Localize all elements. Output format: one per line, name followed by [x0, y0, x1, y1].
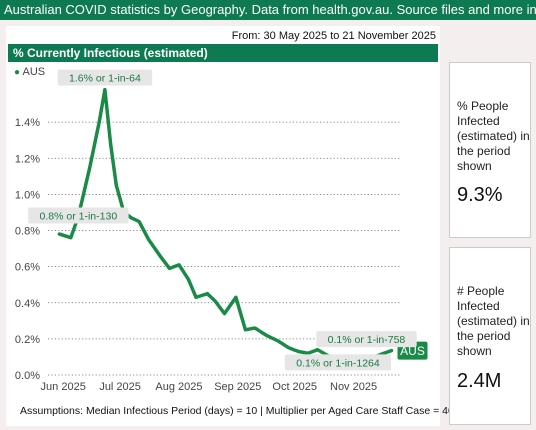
- y-tick-label: 1.0%: [15, 189, 40, 201]
- annotation-label: 0.8% or 1-in-130: [40, 211, 118, 223]
- annotation-label: 0.1% or 1-in-758: [328, 334, 406, 346]
- banner-text: Australian COVID statistics by Geography…: [4, 2, 536, 17]
- annotation-bg: [284, 354, 392, 371]
- y-tick-label: 0.6%: [15, 262, 40, 274]
- annotation-label: 1.6% or 1-in-64: [69, 73, 141, 85]
- chart-panel: From: 30 May 2025 to 21 November 2025 % …: [6, 26, 467, 426]
- x-tick-label: Nov 2025: [330, 381, 377, 393]
- card-label: # People Infected (estimated) in the per…: [457, 284, 530, 358]
- annotation-label: 0.1% or 1-in-1264: [296, 357, 380, 369]
- card-value: 2.4M: [457, 370, 502, 392]
- y-tick-label: 0.0%: [15, 370, 40, 382]
- legend-label: AUS: [22, 66, 46, 78]
- percent-infected-card: % People Infected (estimated) in the per…: [449, 62, 531, 238]
- y-tick-label: 0.2%: [15, 334, 40, 346]
- y-tick-label: 0.8%: [15, 226, 40, 238]
- y-tick-label: 1.2%: [15, 153, 40, 165]
- x-tick-label: Jun 2025: [41, 381, 86, 393]
- x-tick-label: Aug 2025: [155, 381, 202, 393]
- header-banner: Australian COVID statistics by Geography…: [0, 0, 536, 20]
- card-value: 9.3%: [457, 184, 503, 206]
- line-chart: 0.0% 0.2% 0.4% 0.6% 0.8% 1.0% 1.2% 1.4% Jun 2025…: [15, 69, 428, 393]
- chart-title: % Currently Infectious (estimated): [8, 44, 438, 62]
- x-tick-label: Sep 2025: [214, 381, 261, 393]
- series-line-aus: [57, 87, 394, 362]
- card-label: % People Infected (estimated) in the per…: [457, 99, 530, 173]
- annotation-bg: [28, 207, 129, 224]
- series-end-label: AUS: [400, 344, 425, 358]
- legend[interactable]: ● AUS: [14, 66, 45, 78]
- x-tick-label: Oct 2025: [272, 381, 317, 393]
- legend-dot-icon: ●: [14, 67, 21, 78]
- assumptions-note: Assumptions: Median Infectious Period (d…: [20, 405, 467, 417]
- annotation-bg: [316, 331, 417, 348]
- annotation-bg: [57, 69, 153, 86]
- y-tick-label: 1.4%: [15, 117, 40, 129]
- people-infected-card: # People Infected (estimated) in the per…: [449, 247, 531, 425]
- date-range: From: 30 May 2025 to 21 November 2025: [231, 30, 436, 42]
- y-tick-label: 0.4%: [15, 298, 40, 310]
- x-tick-label: Jul 2025: [99, 381, 141, 393]
